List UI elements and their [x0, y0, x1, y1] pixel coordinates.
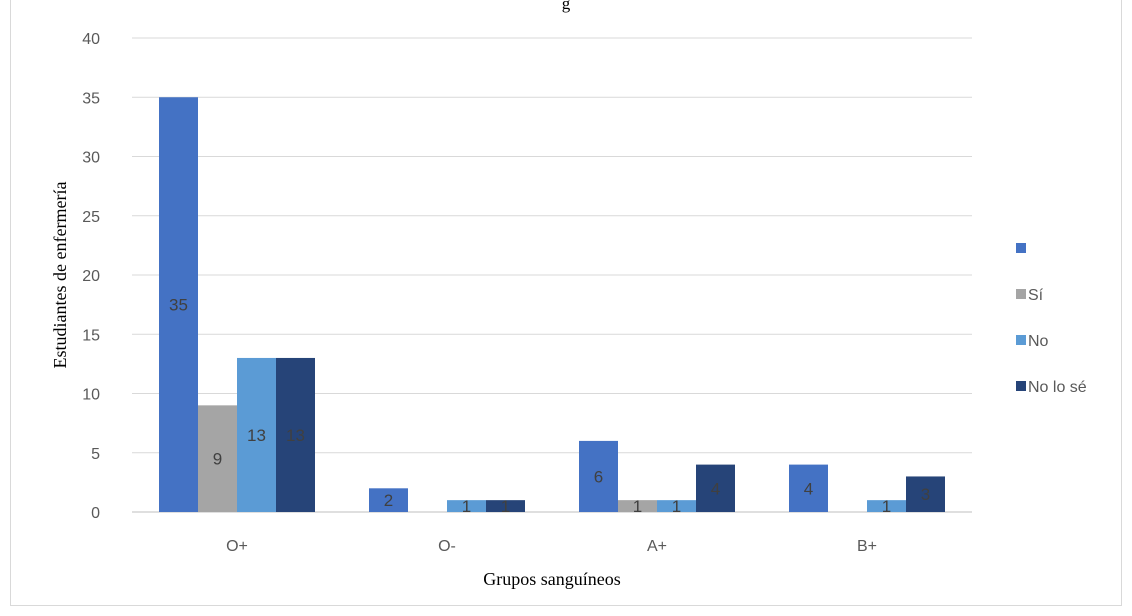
y-tick-label: 20 — [82, 268, 100, 285]
data-label: 9 — [213, 450, 222, 469]
data-label: 4 — [711, 479, 720, 498]
y-tick-label: 25 — [82, 209, 100, 226]
y-tick-label: 40 — [82, 31, 100, 48]
legend-swatch — [1016, 289, 1026, 299]
bar — [867, 500, 906, 512]
legend-label: No lo sé — [1028, 379, 1087, 396]
legend-swatch — [1016, 335, 1026, 345]
x-tick-label: O- — [438, 538, 456, 555]
bar — [579, 440, 618, 512]
bar — [486, 500, 525, 512]
legend-swatch — [1016, 243, 1026, 253]
bar — [696, 464, 735, 512]
y-tick-label: 10 — [82, 387, 100, 404]
bar — [906, 476, 945, 512]
legend-label: No — [1028, 333, 1049, 350]
data-label: 6 — [594, 467, 603, 486]
bar — [618, 500, 657, 512]
data-label: 13 — [286, 426, 305, 445]
data-label: 1 — [882, 497, 891, 516]
bar — [159, 97, 198, 512]
data-label: 1 — [672, 497, 681, 516]
x-tick-label: O+ — [226, 538, 248, 555]
chart-title: g — [561, 0, 571, 13]
chart-frame — [10, 0, 1122, 606]
data-label: 1 — [633, 497, 642, 516]
data-label: 35 — [169, 296, 188, 315]
data-label: 1 — [462, 497, 471, 516]
x-axis-title: Grupos sanguíneos — [483, 569, 621, 589]
y-tick-label: 15 — [82, 327, 100, 344]
legend-swatch — [1016, 381, 1026, 391]
data-label: 4 — [804, 479, 813, 498]
bar — [276, 357, 315, 512]
legend-label: Sí — [1028, 287, 1044, 304]
data-label: 2 — [384, 491, 393, 510]
bar — [237, 357, 276, 512]
data-label: 3 — [921, 485, 930, 504]
data-label: 1 — [501, 497, 510, 516]
bar — [198, 405, 237, 512]
x-tick-label: B+ — [857, 538, 877, 555]
data-label: 13 — [247, 426, 266, 445]
y-tick-label: 35 — [82, 90, 100, 107]
bar — [369, 488, 408, 512]
bar — [447, 500, 486, 512]
y-tick-label: 0 — [91, 505, 100, 522]
bar — [789, 464, 828, 512]
y-tick-label: 5 — [91, 446, 100, 463]
bar — [657, 500, 696, 512]
y-tick-label: 30 — [82, 150, 100, 167]
y-axis-title: Estudiantes de enfermería — [50, 182, 70, 369]
x-tick-label: A+ — [647, 538, 667, 555]
